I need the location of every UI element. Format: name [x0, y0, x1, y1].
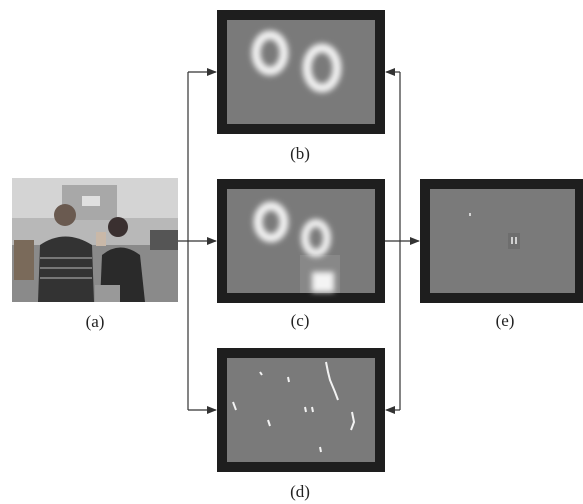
result-panel — [420, 179, 583, 303]
panel-label: (a) — [86, 312, 105, 331]
panel-label: (d) — [290, 482, 310, 501]
panel-label: (c) — [291, 311, 310, 330]
panel-label: (e) — [496, 311, 515, 330]
panel-label: (b) — [290, 144, 310, 163]
motion-panel — [217, 348, 385, 472]
figure: (a) (b) (c) — [0, 0, 583, 504]
heatmap-panel — [217, 10, 385, 134]
heatmap-panel — [217, 179, 385, 303]
photo-panel — [12, 178, 178, 302]
